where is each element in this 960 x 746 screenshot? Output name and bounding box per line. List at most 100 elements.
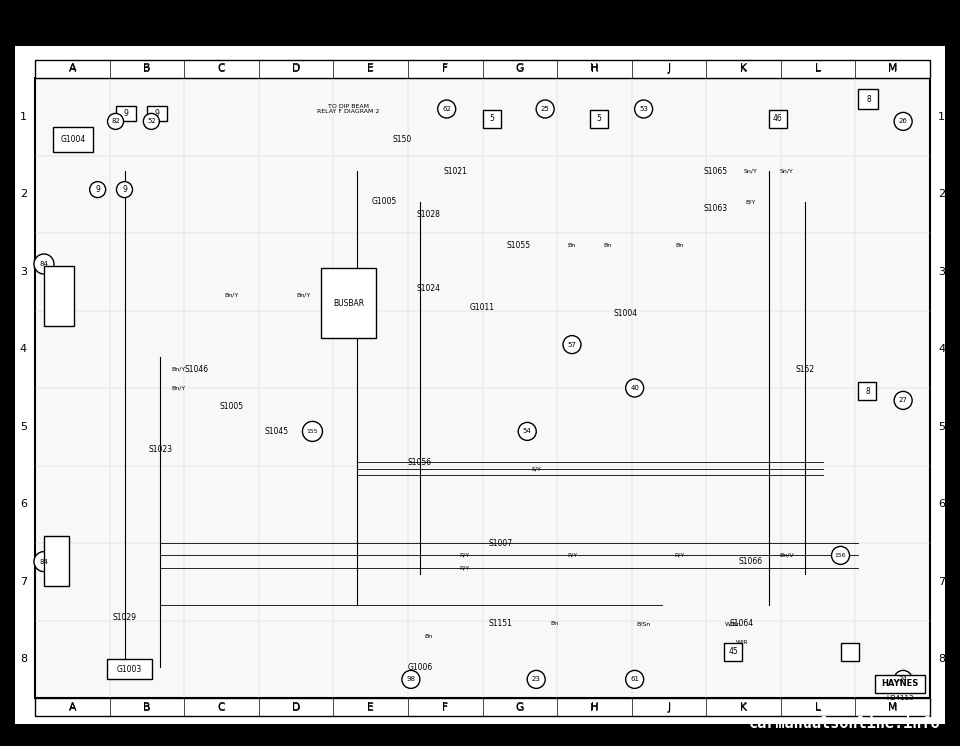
Bar	[724, 643, 742, 661]
Text: S1063: S1063	[703, 204, 728, 213]
Text: K: K	[740, 702, 747, 712]
Circle shape	[518, 422, 537, 440]
Text: 57: 57	[567, 342, 576, 348]
Text: Sn/Y: Sn/Y	[780, 169, 794, 174]
Text: A: A	[68, 63, 76, 73]
Bar	[44, 266, 74, 326]
Circle shape	[527, 671, 545, 689]
Text: G1005: G1005	[372, 198, 396, 207]
Text: G1011: G1011	[470, 303, 495, 312]
Text: 3: 3	[938, 267, 945, 277]
Text: 155: 155	[306, 429, 319, 434]
Text: 2: 2	[938, 189, 946, 199]
Circle shape	[89, 181, 106, 198]
Text: carmanualsonline.info: carmanualsonline.info	[749, 716, 940, 731]
Text: S1046: S1046	[184, 365, 208, 374]
Text: K: K	[740, 64, 747, 74]
Text: S1064: S1064	[730, 619, 755, 628]
Circle shape	[108, 113, 124, 129]
Bar	[858, 89, 878, 109]
Text: 5: 5	[20, 421, 27, 432]
Text: E: E	[368, 702, 373, 712]
Text: S/Y: S/Y	[531, 466, 541, 471]
Bar	[35, 60, 930, 78]
Text: Bn: Bn	[568, 243, 576, 248]
Text: S1065: S1065	[703, 166, 728, 175]
Bar	[322, 269, 376, 339]
Text: Bn: Bn	[675, 243, 684, 248]
Circle shape	[302, 421, 323, 442]
Text: 26: 26	[899, 119, 907, 125]
Text: E: E	[368, 64, 373, 74]
Bar	[35, 698, 930, 716]
Text: 3: 3	[20, 267, 27, 277]
Text: S1029: S1029	[112, 613, 136, 622]
Circle shape	[894, 392, 912, 410]
Text: 40: 40	[630, 385, 639, 391]
Text: 5: 5	[489, 114, 494, 123]
Text: L: L	[815, 703, 821, 713]
Circle shape	[626, 671, 643, 689]
Text: 98: 98	[406, 677, 416, 683]
Text: 2: 2	[20, 189, 27, 199]
Text: Bn/Y: Bn/Y	[171, 386, 185, 390]
Text: D: D	[292, 703, 300, 713]
Text: D: D	[292, 702, 300, 712]
Text: F: F	[442, 63, 448, 73]
Text: 62: 62	[443, 106, 451, 112]
Bar	[483, 110, 500, 128]
Text: 23: 23	[532, 677, 540, 683]
Text: Bn: Bn	[550, 621, 558, 626]
Text: 52: 52	[147, 119, 156, 125]
Text: C: C	[218, 702, 226, 712]
Bar	[35, 78, 930, 698]
Bar	[147, 107, 167, 122]
Text: S1023: S1023	[148, 445, 172, 454]
Text: 27: 27	[899, 398, 907, 404]
Text: 24: 24	[899, 677, 907, 683]
Text: G: G	[516, 703, 524, 713]
Text: M: M	[888, 702, 898, 712]
Text: F: F	[443, 702, 448, 712]
Text: 53: 53	[639, 106, 648, 112]
Text: Diagram 3a. Ancillary circuits - wash/wipe, central locking and electric windows: Diagram 3a. Ancillary circuits - wash/wi…	[131, 726, 834, 739]
Text: S1056: S1056	[408, 458, 432, 467]
Text: S152: S152	[795, 365, 814, 374]
Text: R/Y: R/Y	[566, 553, 577, 558]
Text: B/Y: B/Y	[746, 199, 756, 204]
Text: S1004: S1004	[613, 309, 637, 318]
Text: W/R: W/R	[735, 640, 748, 645]
Text: C: C	[218, 64, 226, 74]
Text: B: B	[143, 64, 151, 74]
Text: Bn: Bn	[424, 633, 433, 639]
Text: H: H	[590, 63, 599, 73]
Text: R/Y: R/Y	[674, 553, 684, 558]
Text: B: B	[143, 63, 151, 73]
Bar	[53, 128, 93, 152]
Text: 156: 156	[834, 553, 847, 558]
Circle shape	[402, 671, 420, 689]
Text: H: H	[590, 702, 598, 712]
Bar	[115, 107, 135, 122]
Bar	[858, 383, 876, 401]
Text: G: G	[516, 702, 524, 712]
Text: 9: 9	[155, 110, 159, 119]
Text: G1004: G1004	[60, 136, 85, 145]
Text: Bn/Y: Bn/Y	[297, 292, 311, 298]
Text: 61: 61	[630, 677, 639, 683]
Text: S1024: S1024	[417, 284, 441, 293]
Text: C: C	[218, 703, 226, 713]
Text: 8: 8	[866, 95, 871, 104]
Text: B: B	[143, 703, 151, 713]
Text: F: F	[443, 64, 448, 74]
Text: 9: 9	[123, 110, 128, 119]
Text: 9: 9	[122, 185, 127, 194]
Text: Sn/Y: Sn/Y	[744, 169, 758, 174]
Text: BUSBAR: BUSBAR	[333, 299, 365, 308]
Text: F: F	[442, 703, 448, 713]
Text: S1028: S1028	[417, 210, 441, 219]
Text: 8: 8	[20, 654, 27, 664]
Circle shape	[536, 100, 554, 118]
Text: G1006: G1006	[407, 662, 432, 671]
Text: Bn/V: Bn/V	[780, 553, 794, 558]
